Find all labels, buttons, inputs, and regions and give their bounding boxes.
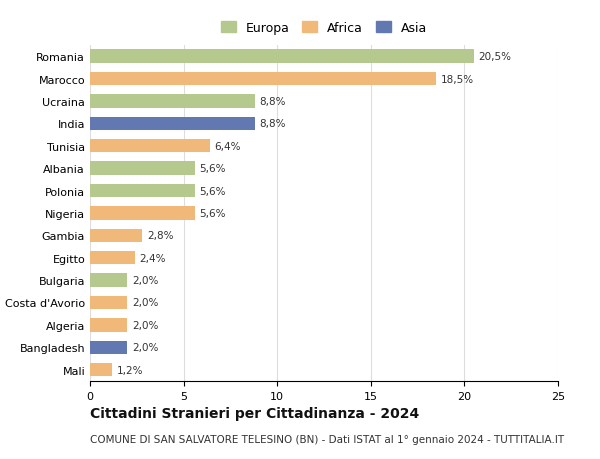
Text: 1,2%: 1,2% (117, 365, 143, 375)
Bar (90, 341, 127, 354)
Bar (90, 274, 127, 287)
Bar (90, 140, 210, 153)
Bar (90, 363, 112, 376)
Legend: Europa, Africa, Asia: Europa, Africa, Asia (221, 22, 427, 35)
Bar (90, 296, 127, 309)
Bar (90, 162, 195, 175)
Bar (90, 252, 135, 265)
Bar (90, 185, 195, 198)
Bar (90, 73, 436, 86)
Bar (90, 50, 474, 64)
Text: 2,0%: 2,0% (132, 320, 158, 330)
Text: 5,6%: 5,6% (200, 164, 226, 174)
Text: 2,0%: 2,0% (132, 298, 158, 308)
Text: 8,8%: 8,8% (259, 119, 286, 129)
Bar (90, 118, 255, 131)
Bar (90, 229, 142, 242)
Text: 6,4%: 6,4% (214, 141, 241, 151)
Text: 2,8%: 2,8% (147, 231, 173, 241)
Text: 20,5%: 20,5% (478, 52, 511, 62)
Text: 2,0%: 2,0% (132, 342, 158, 353)
Bar (90, 95, 255, 108)
Bar (90, 319, 127, 332)
Text: 2,0%: 2,0% (132, 275, 158, 285)
Text: 5,6%: 5,6% (200, 186, 226, 196)
Text: Cittadini Stranieri per Cittadinanza - 2024: Cittadini Stranieri per Cittadinanza - 2… (90, 406, 419, 420)
Text: 8,8%: 8,8% (259, 97, 286, 107)
Text: 2,4%: 2,4% (140, 253, 166, 263)
Text: COMUNE DI SAN SALVATORE TELESINO (BN) - Dati ISTAT al 1° gennaio 2024 - TUTTITAL: COMUNE DI SAN SALVATORE TELESINO (BN) - … (90, 434, 564, 444)
Text: 5,6%: 5,6% (200, 208, 226, 218)
Bar (90, 207, 195, 220)
Text: 18,5%: 18,5% (441, 74, 474, 84)
